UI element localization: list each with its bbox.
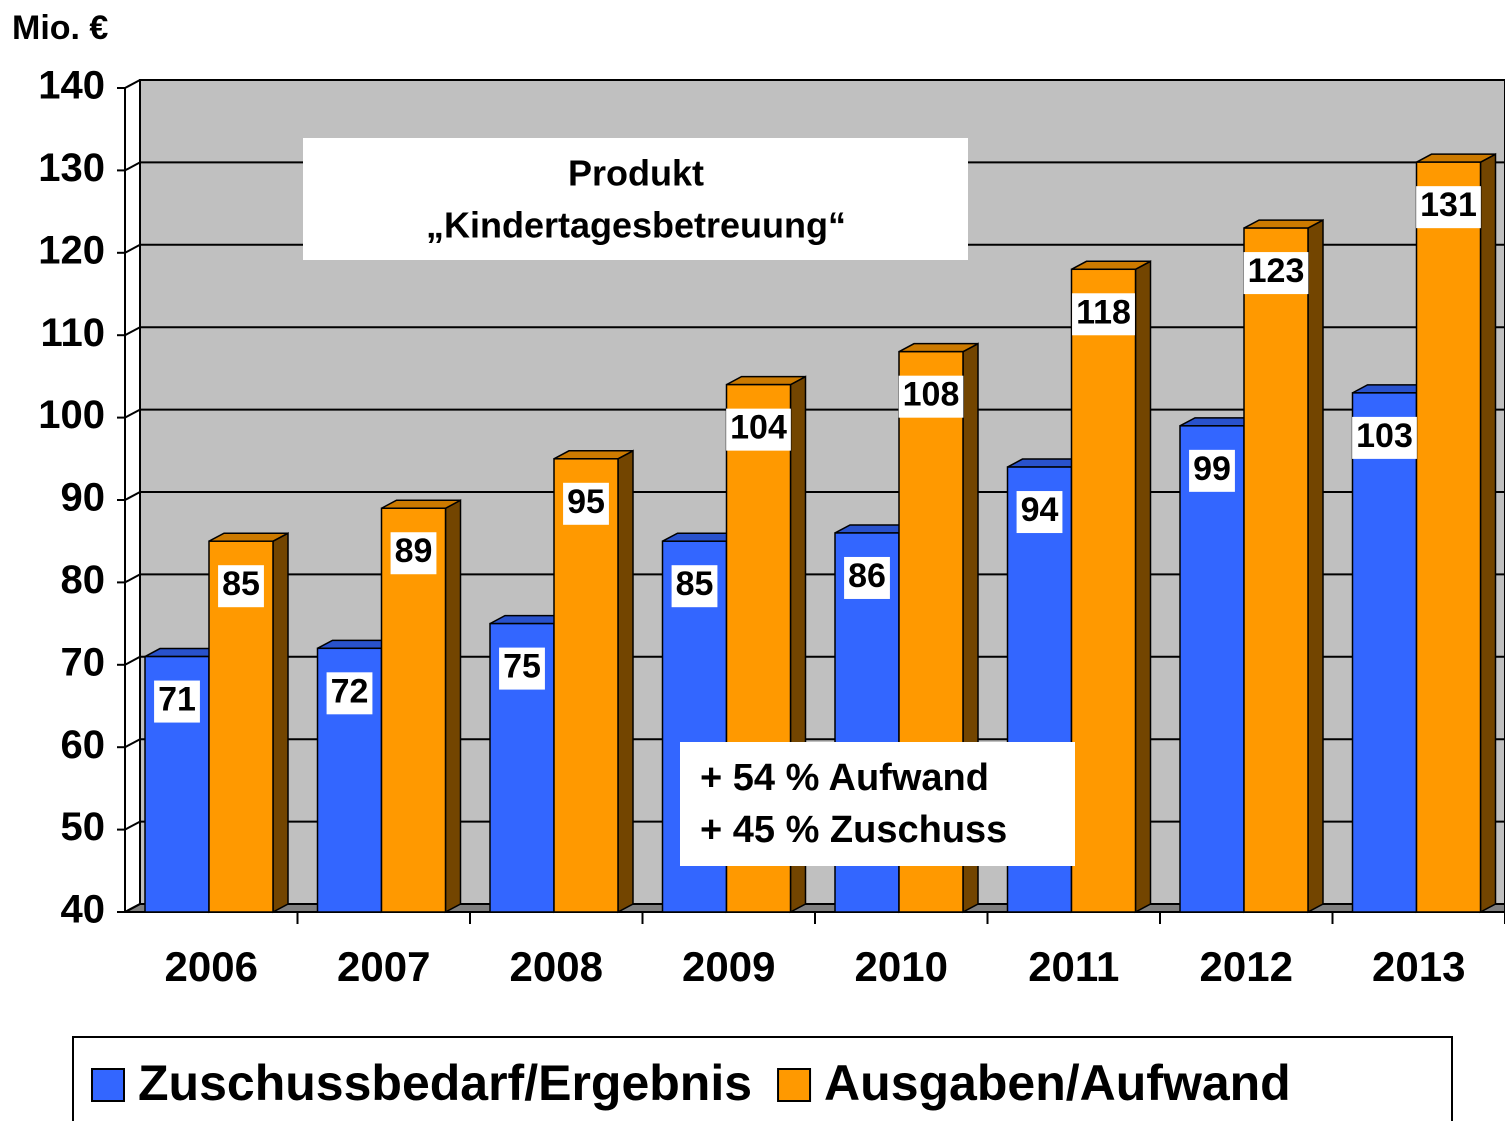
value-label-box bbox=[671, 565, 718, 608]
y-tick-label: 100 bbox=[38, 393, 105, 437]
bar bbox=[380, 507, 447, 913]
value-label-box bbox=[1016, 491, 1063, 534]
bar-top bbox=[898, 342, 979, 353]
y-tick-label: 90 bbox=[61, 476, 106, 520]
value-label: 99 bbox=[1193, 450, 1231, 488]
bar-top bbox=[1071, 260, 1151, 271]
value-label: 108 bbox=[903, 376, 960, 414]
wall-edge bbox=[124, 903, 141, 913]
bar-side bbox=[1479, 152, 1497, 914]
value-label: 86 bbox=[848, 557, 886, 595]
value-label-box bbox=[1243, 252, 1309, 295]
value-label: 103 bbox=[1356, 417, 1413, 455]
value-label: 85 bbox=[676, 565, 714, 603]
bar-top bbox=[553, 450, 634, 460]
x-tick-label: 2007 bbox=[337, 943, 430, 990]
bar bbox=[1179, 425, 1245, 913]
value-label: 71 bbox=[158, 681, 196, 719]
bar bbox=[1070, 268, 1137, 913]
value-label-box bbox=[726, 408, 791, 451]
y-axis-label: Mio. € bbox=[12, 9, 108, 47]
value-label: 85 bbox=[222, 565, 260, 603]
value-label: 118 bbox=[1076, 293, 1131, 331]
value-label: 75 bbox=[503, 648, 541, 686]
value-label-box bbox=[898, 375, 964, 418]
bar-side bbox=[1134, 260, 1152, 914]
value-label-box bbox=[499, 647, 545, 690]
wall-edge bbox=[124, 573, 141, 584]
value-label: 123 bbox=[1248, 252, 1305, 290]
value-label-box bbox=[1352, 416, 1417, 459]
value-label-box bbox=[390, 532, 437, 575]
annotation-line: + 54 % Aufwand bbox=[700, 757, 989, 799]
wall-edge bbox=[124, 738, 141, 749]
value-label: 104 bbox=[730, 409, 787, 447]
y-tick-label: 130 bbox=[38, 146, 105, 190]
value-label: 131 bbox=[1420, 186, 1477, 224]
value-label: 94 bbox=[1021, 491, 1059, 529]
value-label-box bbox=[1072, 293, 1135, 336]
title-box bbox=[303, 138, 968, 260]
wall-edge bbox=[124, 79, 141, 89]
title-line: Produkt bbox=[568, 153, 704, 194]
bar bbox=[1351, 392, 1418, 913]
value-label-box bbox=[218, 565, 264, 608]
bar-side bbox=[1307, 218, 1324, 914]
value-label: 95 bbox=[567, 483, 605, 521]
x-tick-label: 2010 bbox=[855, 943, 948, 990]
value-label-box bbox=[844, 556, 890, 599]
bar-top bbox=[381, 499, 461, 509]
value-label-box bbox=[326, 672, 373, 715]
title-line: „Kindertagesbetreuung“ bbox=[426, 205, 846, 246]
bar-side bbox=[617, 449, 634, 914]
bar bbox=[1415, 161, 1482, 913]
x-tick-label: 2011 bbox=[1028, 943, 1119, 990]
legend-label: Zuschussbedarf/Ergebnis bbox=[138, 1055, 752, 1111]
legend-box bbox=[72, 1036, 1453, 1121]
y-tick-label: 70 bbox=[61, 640, 106, 684]
x-tick-label: 2009 bbox=[682, 943, 775, 990]
wall-edge bbox=[124, 820, 141, 831]
bar-side bbox=[272, 531, 289, 914]
bar-top bbox=[1243, 219, 1324, 229]
bar-top bbox=[1416, 153, 1496, 163]
value-label-box bbox=[154, 680, 200, 723]
legend-swatch bbox=[777, 1068, 812, 1102]
value-label: 72 bbox=[331, 672, 369, 710]
y-tick-label: 120 bbox=[38, 228, 105, 272]
wall-edge bbox=[124, 243, 141, 254]
wall-edge bbox=[124, 491, 141, 501]
wall-edge bbox=[124, 655, 141, 666]
bar bbox=[1243, 227, 1309, 913]
legend-label: Ausgaben/Aufwand bbox=[824, 1055, 1291, 1111]
wall-edge bbox=[124, 161, 141, 172]
bar-top bbox=[726, 375, 806, 386]
annotation-line: + 45 % Zuschuss bbox=[700, 809, 1007, 851]
bar-side bbox=[444, 498, 462, 914]
y-tick-label: 80 bbox=[61, 558, 106, 602]
x-tick-label: 2006 bbox=[165, 943, 258, 990]
wall-edge bbox=[124, 326, 141, 337]
wall-edge bbox=[124, 408, 141, 419]
y-tick-label: 60 bbox=[61, 723, 106, 767]
bar bbox=[553, 458, 619, 913]
value-label-box bbox=[1189, 449, 1235, 492]
bar-top bbox=[208, 532, 289, 542]
value-label-box bbox=[1416, 186, 1481, 229]
legend-swatch bbox=[91, 1068, 125, 1102]
y-tick-label: 110 bbox=[40, 311, 105, 355]
value-label: 89 bbox=[395, 532, 433, 570]
y-tick-label: 40 bbox=[61, 888, 106, 932]
x-tick-label: 2008 bbox=[510, 943, 603, 990]
x-tick-label: 2013 bbox=[1372, 943, 1465, 990]
value-label-box bbox=[563, 482, 609, 525]
annotation-box bbox=[680, 742, 1075, 866]
y-tick-label: 50 bbox=[61, 805, 106, 849]
x-tick-label: 2012 bbox=[1200, 943, 1293, 990]
y-tick-label: 140 bbox=[38, 64, 105, 108]
